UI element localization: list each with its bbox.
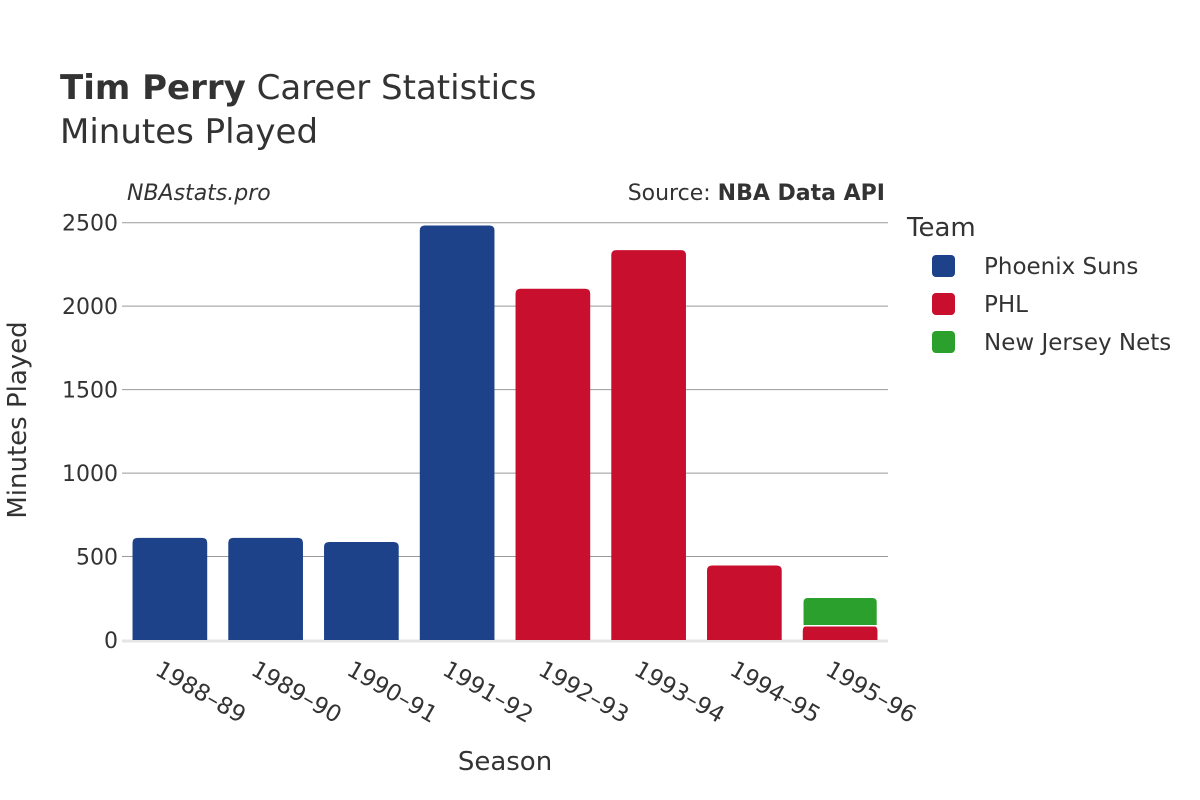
y-tick-label: 0 [104, 629, 118, 654]
x-axis-title: Season [458, 747, 552, 777]
chart-title-player: Tim Perry [60, 68, 246, 108]
chart-title: Tim Perry Career Statistics Minutes Play… [60, 66, 536, 154]
y-tick-labels: 0 500 1000 1500 2000 2500 [62, 212, 118, 654]
site-watermark: NBAstats.pro [127, 181, 271, 206]
bar-phoenix-suns-1989–90[interactable] [228, 537, 303, 640]
x-tick-label: 1989–90 [247, 657, 346, 729]
x-tick-label: 1993–94 [630, 657, 729, 729]
legend: Phoenix Suns PHL New Jersey Nets [932, 254, 1171, 356]
source-note: Source: NBA Data API [628, 181, 885, 206]
bar-phoenix-suns-1990–91[interactable] [324, 542, 399, 640]
source-prefix: Source: [628, 181, 718, 206]
x-tick-label: 1991–92 [438, 657, 537, 729]
legend-label[interactable]: Phoenix Suns [984, 254, 1138, 280]
legend-label[interactable]: New Jersey Nets [984, 330, 1171, 356]
bar-phl-1992–93[interactable] [515, 288, 591, 640]
x-tick-labels: 1988–891989–901990–911991–921992–931993–… [151, 657, 920, 729]
legend-swatch-new-jersey-nets[interactable] [932, 331, 955, 353]
x-tick-label: 1990–91 [342, 657, 441, 729]
chart-title-rest: Career Statistics [256, 68, 537, 108]
bar-phoenix-suns-1991–92[interactable] [419, 225, 495, 640]
bar-phl-1993–94[interactable] [611, 250, 686, 640]
x-tick-label: 1995–96 [821, 657, 920, 729]
y-tick-label: 2500 [62, 212, 118, 237]
x-tick-label: 1988–89 [151, 657, 250, 729]
legend-swatch-phl[interactable] [932, 293, 955, 315]
bar-phl-1995–96[interactable] [802, 625, 878, 640]
grid-lines [122, 222, 888, 643]
bar-phl-1994–95[interactable] [707, 565, 782, 640]
bar-new-jersey-nets-1995–96[interactable] [802, 596, 879, 627]
x-tick-label: 1992–93 [534, 657, 633, 729]
bar-phoenix-suns-1988–89[interactable] [132, 537, 208, 640]
source-name: NBA Data API [718, 181, 885, 206]
y-tick-label: 500 [76, 546, 118, 571]
x-tick-label: 1994–95 [725, 657, 824, 729]
bars [132, 225, 879, 640]
chart-subtitle: Minutes Played [60, 112, 319, 152]
y-tick-label: 1500 [62, 379, 118, 404]
legend-title: Team [906, 213, 976, 243]
y-tick-label: 2000 [62, 295, 118, 320]
legend-swatch-phoenix-suns[interactable] [932, 255, 955, 277]
legend-label[interactable]: PHL [984, 292, 1028, 318]
y-axis-title: Minutes Played [3, 321, 33, 518]
y-tick-label: 1000 [62, 462, 118, 487]
